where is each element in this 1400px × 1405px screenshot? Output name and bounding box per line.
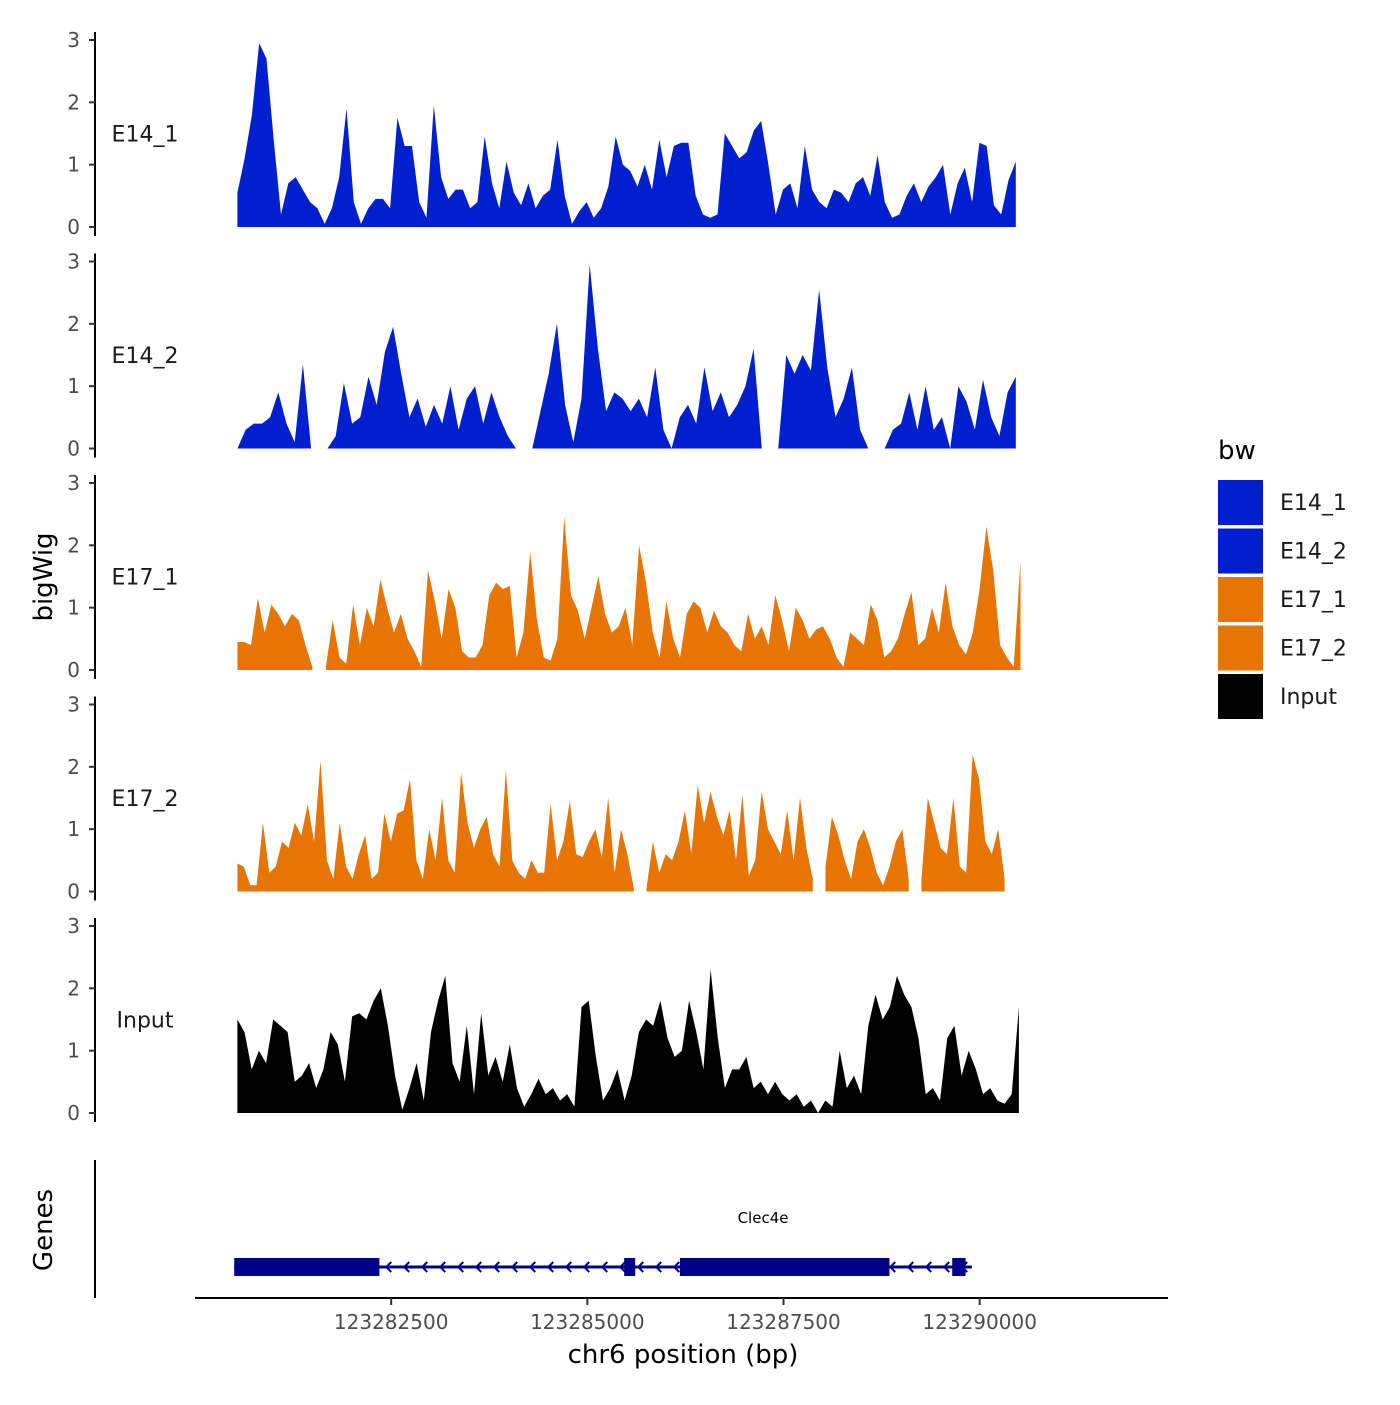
legend-swatch bbox=[1218, 625, 1263, 671]
strand-arrow bbox=[582, 1261, 590, 1273]
strand-arrow bbox=[420, 1261, 428, 1273]
track-label: E14_2 bbox=[112, 344, 179, 369]
track-e17-2: 0 1 2 3 E17_2 bbox=[67, 693, 1005, 904]
legend-item-e14-1: E14_1 bbox=[1218, 480, 1347, 525]
strand-arrow bbox=[564, 1261, 572, 1273]
y-tick-label: 2 bbox=[67, 533, 80, 557]
track-e14-2: 0 1 2 3 E14_2 bbox=[67, 250, 1016, 461]
legend-label: Input bbox=[1280, 685, 1337, 710]
tracks-layer: 0 1 2 3 E14_1 0 1 2 3 E14_2 0 1 2 3 E17_1 0 1 2 3 E17_2 0 1 2 3… bbox=[67, 28, 1021, 1125]
strand-arrow bbox=[528, 1261, 536, 1273]
track-label: E17_1 bbox=[112, 566, 179, 591]
legend-label: E14_2 bbox=[1280, 540, 1347, 565]
legend-item-input: Input bbox=[1218, 674, 1337, 719]
track-e17-1: 0 1 2 3 E17_1 bbox=[67, 471, 1021, 682]
strand-arrow bbox=[402, 1261, 410, 1273]
track-label: E14_1 bbox=[112, 123, 179, 148]
track-input: 0 1 2 3 Input bbox=[67, 914, 1019, 1125]
strand-arrow bbox=[438, 1261, 446, 1273]
y-tick-label: 1 bbox=[67, 1039, 80, 1063]
strand-arrow bbox=[906, 1261, 914, 1273]
signal-area bbox=[921, 754, 1005, 892]
genes-track: Clec4e bbox=[94, 1160, 972, 1298]
signal-area bbox=[532, 264, 762, 449]
x-axis-title: chr6 position (bp) bbox=[568, 1340, 799, 1370]
y-tick-label: 1 bbox=[67, 817, 80, 841]
legend-label: E17_1 bbox=[1280, 588, 1347, 613]
y-tick-label: 2 bbox=[67, 755, 80, 779]
y-tick-label: 0 bbox=[67, 215, 80, 239]
strand-arrow bbox=[924, 1261, 932, 1273]
y-tick-label: 2 bbox=[67, 976, 80, 1000]
signal-area bbox=[825, 816, 909, 892]
x-tick-label: 123282500 bbox=[334, 1310, 449, 1334]
signal-area bbox=[778, 289, 869, 449]
gene-exon bbox=[624, 1258, 636, 1276]
track-label: Input bbox=[117, 1009, 174, 1034]
y-tick-label: 0 bbox=[67, 437, 80, 461]
strand-arrow bbox=[600, 1261, 608, 1273]
strand-arrow bbox=[546, 1261, 554, 1273]
legend-item-e14-2: E14_2 bbox=[1218, 528, 1347, 574]
y-tick-label: 1 bbox=[67, 596, 80, 620]
signal-area bbox=[237, 43, 1016, 227]
x-tick-label: 123287500 bbox=[726, 1310, 841, 1334]
strand-arrow bbox=[672, 1261, 680, 1273]
strand-arrow bbox=[618, 1261, 626, 1273]
y-axis-title: bigWig bbox=[29, 532, 59, 621]
strand-arrow bbox=[456, 1261, 464, 1273]
signal-area bbox=[237, 364, 312, 449]
y-tick-label: 3 bbox=[67, 693, 80, 717]
y-tick-label: 0 bbox=[67, 1101, 80, 1125]
track-e14-1: 0 1 2 3 E14_1 bbox=[67, 28, 1016, 239]
legend-label: E14_1 bbox=[1280, 491, 1347, 516]
y-tick-label: 3 bbox=[67, 250, 80, 274]
gene-exon bbox=[234, 1258, 380, 1276]
legend-title: bw bbox=[1218, 436, 1256, 466]
legend-item-e17-1: E17_1 bbox=[1218, 577, 1347, 622]
x-tick-label: 123290000 bbox=[922, 1310, 1037, 1334]
y-tick-label: 1 bbox=[67, 374, 80, 398]
strand-arrow bbox=[492, 1261, 500, 1273]
strand-arrow bbox=[888, 1261, 896, 1273]
x-axis: 123282500 123285000 123287500 123290000 bbox=[195, 1297, 1168, 1334]
gene-exon bbox=[952, 1258, 966, 1276]
strand-arrow bbox=[654, 1261, 662, 1273]
strand-arrow bbox=[942, 1261, 950, 1273]
signal-area bbox=[237, 598, 313, 670]
signal-area bbox=[646, 785, 813, 892]
strand-arrow bbox=[510, 1261, 518, 1273]
y-tick-label: 0 bbox=[67, 658, 80, 682]
strand-arrow bbox=[474, 1261, 482, 1273]
x-tick-label: 123285000 bbox=[530, 1310, 645, 1334]
legend-item-e17-2: E17_2 bbox=[1218, 625, 1347, 671]
signal-area bbox=[237, 760, 634, 892]
legend: bw E14_1 E14_2 E17_1 E17_2 Input bbox=[1218, 436, 1347, 719]
gene-clec4e: Clec4e bbox=[234, 1209, 972, 1276]
signal-area bbox=[884, 376, 1016, 449]
legend-swatch bbox=[1218, 528, 1263, 574]
legend-swatch bbox=[1218, 674, 1263, 719]
legend-swatch bbox=[1218, 480, 1263, 525]
signal-area bbox=[325, 517, 1021, 670]
y-tick-label: 2 bbox=[67, 90, 80, 114]
y-tick-label: 0 bbox=[67, 880, 80, 904]
legend-label: E17_2 bbox=[1280, 637, 1347, 662]
strand-arrow bbox=[384, 1261, 392, 1273]
y-tick-label: 3 bbox=[67, 471, 80, 495]
signal-area bbox=[327, 326, 516, 449]
y-tick-label: 3 bbox=[67, 914, 80, 938]
strand-arrow bbox=[636, 1261, 644, 1273]
y-tick-label: 1 bbox=[67, 153, 80, 177]
gene-label: Clec4e bbox=[738, 1209, 789, 1227]
signal-area bbox=[237, 969, 1019, 1113]
y-tick-label: 3 bbox=[67, 28, 80, 52]
genes-axis-title: Genes bbox=[29, 1189, 59, 1271]
track-label: E17_2 bbox=[112, 787, 179, 812]
gene-exon bbox=[679, 1258, 890, 1276]
legend-swatch bbox=[1218, 577, 1263, 622]
y-tick-label: 2 bbox=[67, 312, 80, 336]
